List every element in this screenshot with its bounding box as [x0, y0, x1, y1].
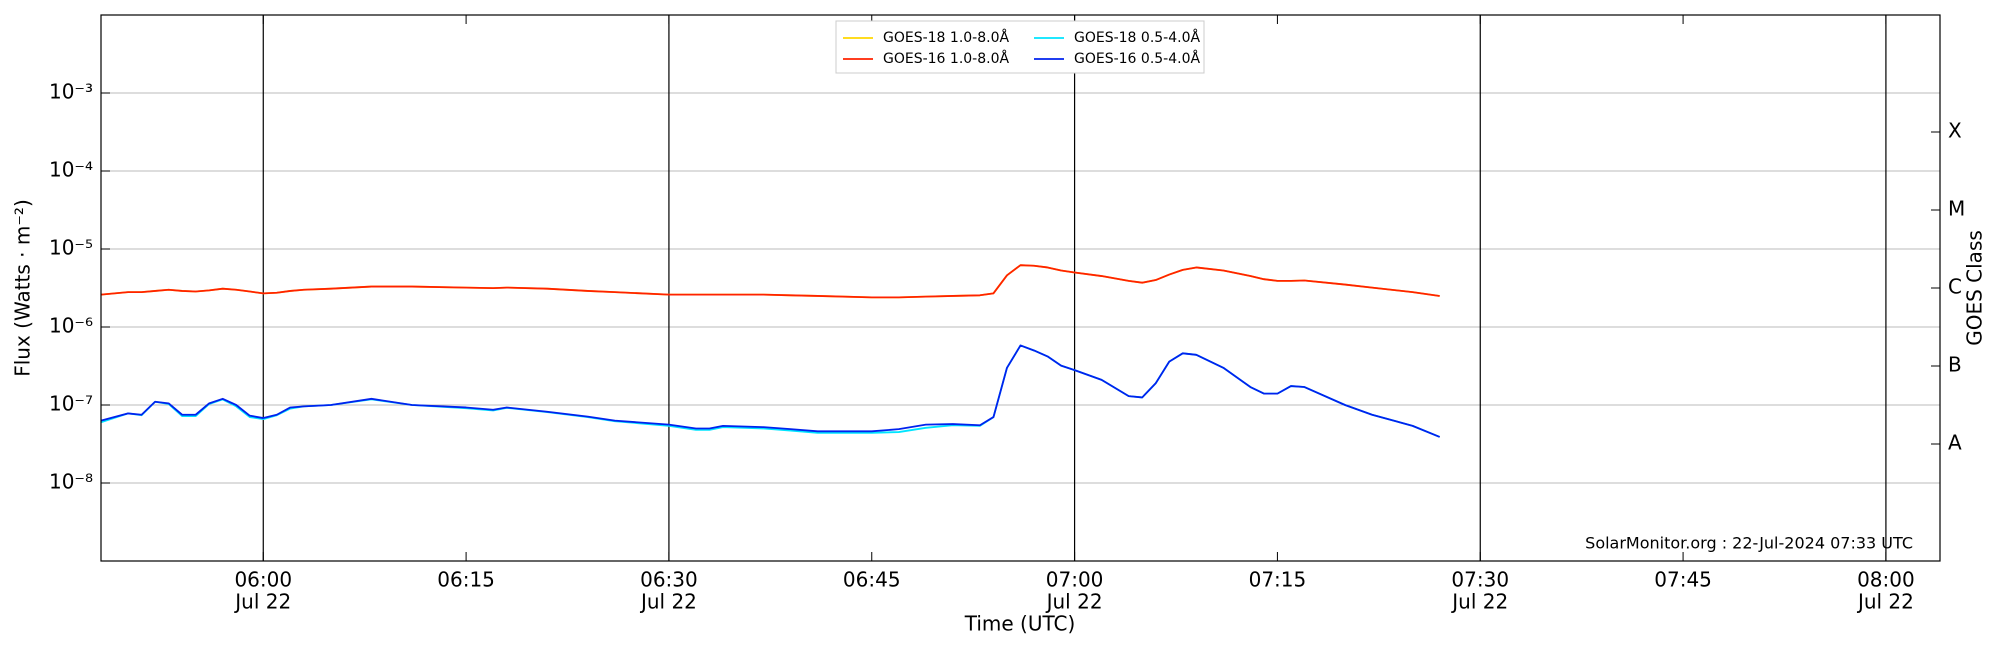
legend: GOES-18 1.0-8.0Å GOES-16 1.0-8.0Å GOES-18 … [835, 20, 1205, 74]
y-tick-label: 10⁻³ [49, 80, 93, 104]
x-tick-label: 06:45 [843, 568, 901, 592]
y2-axis-label: GOES Class [1963, 230, 1987, 346]
y2-tick-label: A [1948, 431, 1962, 455]
series-line [100, 264, 1440, 299]
x-tick-date: Jul 22 [1045, 590, 1103, 614]
y-tick-label: 10⁻⁵ [49, 236, 93, 260]
x-tick-label: 06:30 [640, 568, 698, 592]
y-axis-label: Flux (Watts · m⁻²) [11, 199, 35, 377]
x-tick-date: Jul 22 [639, 590, 697, 614]
y-tick-label: 10⁻⁴ [49, 158, 93, 182]
y-tick-label: 10⁻⁶ [49, 314, 93, 338]
x-tick-date: Jul 22 [233, 590, 291, 614]
legend-label: GOES-16 0.5-4.0Å [1074, 50, 1200, 67]
x-axis-label: Time (UTC) [964, 612, 1076, 636]
legend-box [835, 20, 1205, 74]
x-tick-label: 07:15 [1249, 568, 1307, 592]
y-tick-label: 10⁻⁸ [49, 470, 93, 494]
x-tick-label: 07:45 [1654, 568, 1712, 592]
x-tick-label: 06:00 [234, 568, 292, 592]
series-line [100, 344, 1441, 438]
legend-label: GOES-18 0.5-4.0Å [1074, 29, 1200, 46]
x-tick-label: 07:30 [1451, 568, 1509, 592]
x-tick-label: 07:00 [1046, 568, 1104, 592]
plot-frame [100, 14, 1941, 562]
y2-tick-label: C [1948, 275, 1962, 299]
plot-area [100, 15, 1940, 561]
x-tick-date: Jul 22 [1450, 590, 1508, 614]
y2-tick-label: B [1948, 353, 1962, 377]
y-tick-label: 10⁻⁷ [49, 392, 93, 416]
x-tick-label: 06:15 [437, 568, 495, 592]
legend-label: GOES-18 1.0-8.0Å [883, 29, 1009, 46]
y2-tick-label: X [1948, 119, 1962, 143]
x-tick-label: 08:00 [1857, 568, 1915, 592]
legend-label: GOES-16 1.0-8.0Å [883, 50, 1009, 67]
x-tick-date: Jul 22 [1856, 590, 1914, 614]
annotation: SolarMonitor.org : 22-Jul-2024 07:33 UTC [1585, 534, 1913, 553]
y2-tick-label: M [1948, 197, 1965, 221]
